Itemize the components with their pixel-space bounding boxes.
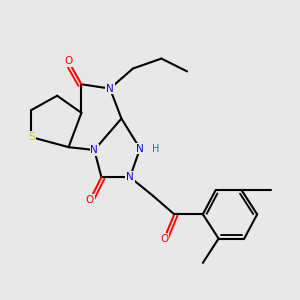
Text: O: O — [160, 234, 168, 244]
Text: O: O — [86, 195, 94, 205]
Text: N: N — [90, 145, 98, 155]
Text: N: N — [106, 84, 114, 94]
Text: N: N — [126, 172, 134, 182]
Text: S: S — [28, 132, 35, 142]
Text: N: N — [136, 144, 144, 154]
Text: O: O — [64, 56, 73, 66]
Text: H: H — [152, 144, 159, 154]
